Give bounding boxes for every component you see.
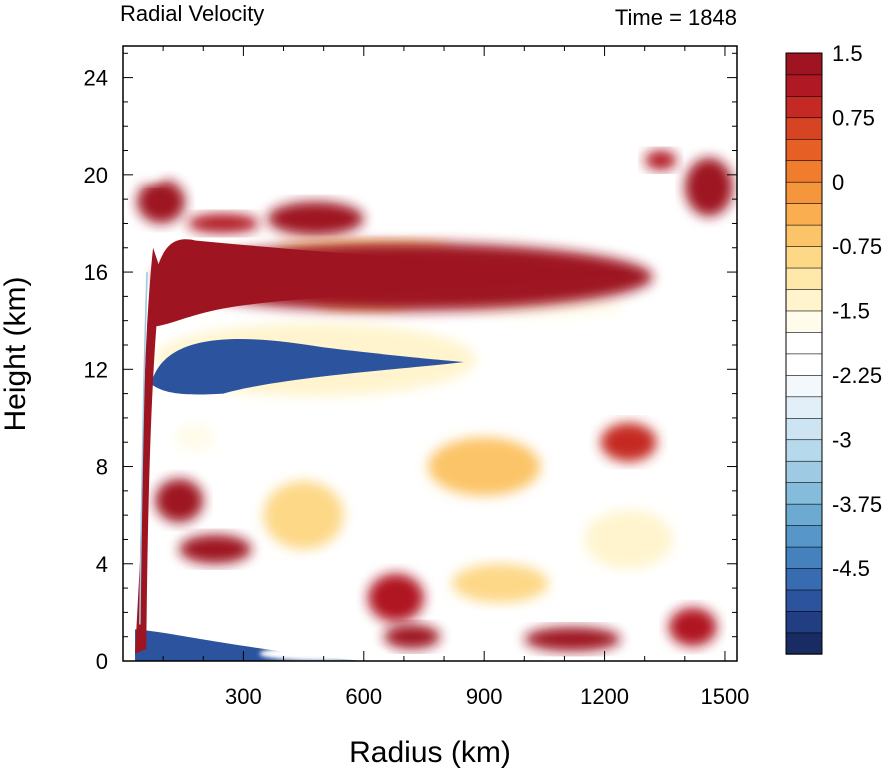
weak-anomaly: [524, 626, 621, 652]
colorbar-swatch: [785, 503, 823, 526]
colorbar-label: 2.25: [832, 0, 875, 2]
y-tick-label: 8: [96, 455, 108, 480]
y-tick-label: 0: [96, 649, 108, 674]
weak-anomaly: [187, 213, 260, 234]
y-tick-label: 20: [84, 163, 108, 188]
weak-anomaly: [175, 422, 216, 452]
x-tick-label: 600: [345, 684, 382, 709]
weak-anomaly: [644, 150, 677, 170]
weak-anomaly: [155, 478, 204, 523]
y-tick-label: 12: [84, 357, 108, 382]
colorbar-swatch: [785, 160, 823, 183]
weak-anomaly: [179, 534, 252, 564]
colorbar-swatch: [785, 589, 823, 612]
colorbar-label: -0.75: [832, 234, 882, 259]
colorbar-swatch: [785, 245, 823, 269]
colorbar-swatch: [785, 74, 823, 97]
colorbar-swatch: [785, 224, 823, 247]
plot-frame: [122, 45, 738, 662]
colorbar-label: 0: [832, 170, 844, 195]
weak-anomaly: [452, 563, 549, 603]
boundary-layer-inflow: [135, 629, 364, 661]
colorbar-swatch: [785, 52, 823, 76]
y-tick-label: 24: [84, 66, 108, 91]
colorbar-swatch: [785, 524, 823, 548]
colorbar-swatch: [785, 610, 823, 634]
colorbar-swatch: [785, 396, 823, 419]
plot-axes: 300 600 900 1200 1500 0 4 8 12 16 20 24: [84, 46, 749, 709]
colorbar-label: -4.5: [832, 556, 870, 581]
y-tick-label: 16: [84, 260, 108, 285]
colorbar-swatch: [785, 632, 823, 655]
x-axis-label: Radius (km): [349, 736, 511, 769]
weak-anomaly: [600, 422, 657, 462]
colorbar-swatch: [785, 95, 823, 119]
colorbar-swatch: [785, 481, 823, 505]
weak-anomaly: [684, 157, 733, 217]
weak-anomaly: [137, 179, 186, 224]
weak-anomaly: [668, 607, 717, 647]
colorbar-swatch: [785, 181, 823, 204]
colorbar-label: -2.25: [832, 363, 882, 388]
y-axis-label: Height (km): [0, 276, 32, 431]
mid-level-inflow: [151, 339, 465, 395]
colorbar-swatch: [785, 202, 823, 226]
colorbar-swatch: [785, 567, 823, 591]
weak-anomaly: [584, 510, 673, 569]
chart-title: Radial Velocity: [120, 1, 264, 26]
boundary-layer-inflow-edge: [259, 646, 388, 661]
colorbar-swatch: [785, 267, 823, 290]
colorbar-swatch: [785, 331, 823, 355]
colorbar-swatch: [785, 353, 823, 376]
weak-anomaly: [263, 481, 344, 550]
colorbar-swatch: [785, 288, 823, 312]
x-tick-label: 900: [466, 684, 503, 709]
colorbar-swatch: [785, 439, 823, 462]
weak-anomaly: [383, 624, 441, 649]
weak-anomaly: [427, 437, 541, 496]
colorbar-swatch: [785, 138, 823, 162]
colorbar-swatch: [785, 460, 823, 483]
colorbar-label: -3: [832, 427, 852, 452]
weak-anomaly: [135, 152, 168, 183]
colorbar: 4.53.7532.251.50.750-0.75-1.5-2.25-3-3.7…: [785, 0, 882, 655]
weak-anomaly: [367, 573, 424, 623]
colorbar-swatch: [785, 417, 823, 441]
x-tick-label: 1500: [700, 684, 749, 709]
colorbar-label: 0.75: [832, 105, 875, 130]
colorbar-label: 1.5: [832, 41, 863, 66]
x-tick-label: 1200: [580, 684, 629, 709]
colorbar-label: -3.75: [832, 492, 882, 517]
colorbar-label: -1.5: [832, 299, 870, 324]
colorbar-swatch: [785, 374, 823, 398]
eyewall-outflow: [135, 247, 162, 654]
eyewall-inflow-sliver: [139, 272, 148, 625]
weak-anomaly: [267, 201, 364, 236]
colorbar-swatch: [785, 117, 823, 140]
upper-level-outflow: [147, 239, 629, 327]
colorbar-frame: [785, 52, 823, 655]
colorbar-swatch: [785, 546, 823, 569]
y-tick-label: 4: [96, 552, 108, 577]
x-tick-label: 300: [225, 684, 262, 709]
velocity-field: [123, 46, 737, 661]
chart-time-label: Time = 1848: [615, 5, 737, 30]
colorbar-swatch: [785, 310, 823, 333]
